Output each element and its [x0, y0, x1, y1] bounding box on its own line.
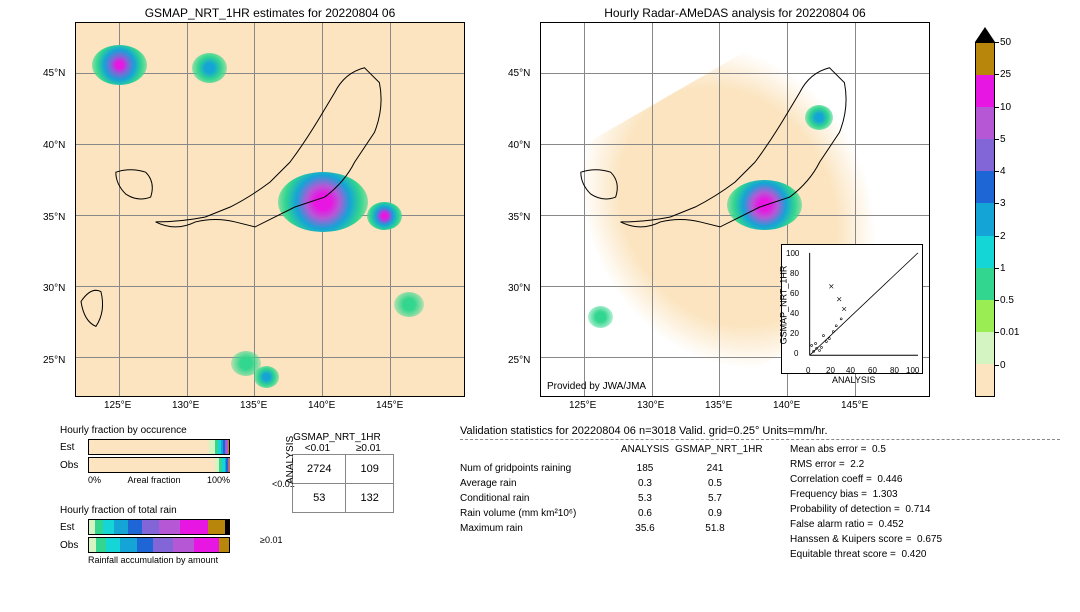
stat-val-analysis: 35.6 — [615, 523, 675, 534]
map2-ylabel-4: 25°N — [508, 355, 530, 366]
map1-xlabel-1: 130°E — [172, 400, 199, 411]
map1-xlabel-4: 145°E — [376, 400, 403, 411]
colorbar-tick: 50 — [1000, 37, 1011, 48]
colorbar-tick: 1 — [1000, 263, 1006, 274]
bar-label: Obs — [60, 540, 88, 551]
map1-ylabel-4: 25°N — [43, 355, 65, 366]
colorbar-tick: 5 — [1000, 134, 1006, 145]
stat-val-gsmap: 51.8 — [675, 523, 755, 534]
stat-val-gsmap: 241 — [675, 463, 755, 474]
colorbar-tick: 4 — [1000, 166, 1006, 177]
colorbar: 502510543210.50.010 — [975, 42, 995, 397]
stats-title: Validation statistics for 20220804 06 n=… — [460, 425, 1060, 437]
stats-panel: Validation statistics for 20220804 06 n=… — [460, 425, 1060, 560]
map1-ylabel-3: 30°N — [43, 283, 65, 294]
stat-metric-value: 0.714 — [905, 504, 930, 515]
contingency-row-axis: ANALYSIS — [231, 472, 301, 484]
map2-xlabel-4: 145°E — [841, 400, 868, 411]
stat-metric-value: 2.2 — [850, 459, 864, 470]
stats-header-gsmap: GSMAP_NRT_1HR — [675, 444, 755, 455]
colorbar-tick: 0 — [1000, 360, 1006, 371]
stat-val-analysis: 0.6 — [615, 508, 675, 519]
colorbar-tick: 2 — [1000, 231, 1006, 242]
stat-metric-label: Equitable threat score = — [790, 549, 896, 560]
contingency-col2: ≥0.01 — [343, 443, 394, 454]
scatter-xlabel: ANALYSIS — [832, 375, 875, 385]
stat-val-gsmap: 0.9 — [675, 508, 755, 519]
stat-label: Conditional rain — [460, 493, 615, 504]
stat-metric-value: 0.420 — [901, 549, 926, 560]
contingency-col1: <0.01 — [292, 443, 343, 454]
stat-metric-value: 0.446 — [877, 474, 902, 485]
stat-val-analysis: 5.3 — [615, 493, 675, 504]
total-rain-panel: Hourly fraction of total rain Est Obs Rai… — [60, 505, 230, 565]
map1-ylabel-0: 45°N — [43, 68, 65, 79]
bar-label: Est — [60, 522, 88, 533]
stat-metric-value: 0.675 — [917, 534, 942, 545]
stat-val-analysis: 185 — [615, 463, 675, 474]
map1-ylabel-2: 35°N — [43, 212, 65, 223]
colorbar-tick: 3 — [1000, 198, 1006, 209]
stat-metric-label: False alarm ratio = — [790, 519, 873, 530]
occ-axis-left: 0% — [88, 475, 101, 485]
map1-xlabel-3: 140°E — [308, 400, 335, 411]
map2-xlabel-3: 140°E — [773, 400, 800, 411]
map2-title: Hourly Radar-AMeDAS analysis for 2022080… — [540, 6, 930, 20]
stats-header-analysis: ANALYSIS — [615, 444, 675, 455]
contingency-cell: 132 — [346, 484, 393, 513]
stat-metric-label: Probability of detection = — [790, 504, 900, 515]
stat-label: Average rain — [460, 478, 615, 489]
map1-title: GSMAP_NRT_1HR estimates for 20220804 06 — [75, 6, 465, 20]
occ-axis-right: 100% — [207, 475, 230, 485]
stat-val-analysis: 0.3 — [615, 478, 675, 489]
occ-axis-mid: Areal fraction — [127, 475, 180, 485]
stat-label: Num of gridpoints raining — [460, 463, 615, 474]
map2-ylabel-3: 30°N — [508, 283, 530, 294]
contingency-header: GSMAP_NRT_1HR — [280, 432, 394, 443]
stat-metric-label: RMS error = — [790, 459, 845, 470]
map1-panel — [75, 22, 465, 397]
map1-xlabel-0: 125°E — [104, 400, 131, 411]
map2-xlabel-0: 125°E — [569, 400, 596, 411]
stat-metric-label: Frequency bias = — [790, 489, 867, 500]
total-rain-footer: Rainfall accumulation by amount — [88, 555, 230, 565]
stat-metric-label: Correlation coeff = — [790, 474, 872, 485]
occurrence-panel: Hourly fraction by occurence Est Obs 0% A… — [60, 425, 230, 485]
stat-metric-label: Mean abs error = — [790, 444, 866, 455]
colorbar-tick: 0.01 — [1000, 327, 1019, 338]
total-rain-title: Hourly fraction of total rain — [60, 505, 230, 516]
stat-val-gsmap: 0.5 — [675, 478, 755, 489]
bar-label: Obs — [60, 460, 88, 471]
contingency-table: GSMAP_NRT_1HR ANALYSIS <0.01 ≥0.01 <0.01… — [260, 432, 394, 513]
map2-panel: Provided by JWA/JMA ANALYSIS GSMAP_NRT_1… — [540, 22, 930, 397]
map1-ylabel-1: 40°N — [43, 140, 65, 151]
stat-label: Rain volume (mm km²10⁶) — [460, 508, 615, 519]
map2-ylabel-1: 40°N — [508, 140, 530, 151]
colorbar-tick: 25 — [1000, 69, 1011, 80]
contingency-row2: ≥0.01 — [260, 535, 285, 545]
map2-ylabel-0: 45°N — [508, 68, 530, 79]
map2-ylabel-2: 35°N — [508, 212, 530, 223]
scatter-ylabel: GSMAP_NRT_1HR — [778, 266, 788, 345]
scatter-inset: ANALYSIS GSMAP_NRT_1HR 0 20 40 60 80 100… — [781, 244, 923, 374]
contingency-cell: 109 — [346, 455, 393, 484]
stat-metric-value: 0.452 — [879, 519, 904, 530]
stat-val-gsmap: 5.7 — [675, 493, 755, 504]
stat-label: Maximum rain — [460, 523, 615, 534]
occurrence-title: Hourly fraction by occurence — [60, 425, 230, 436]
stat-metric-value: 0.5 — [872, 444, 886, 455]
map2-xlabel-2: 135°E — [705, 400, 732, 411]
map2-attribution: Provided by JWA/JMA — [547, 381, 646, 392]
map1-xlabel-2: 135°E — [240, 400, 267, 411]
stat-metric-label: Hanssen & Kuipers score = — [790, 534, 911, 545]
contingency-cell: 53 — [293, 484, 346, 513]
colorbar-tick: 10 — [1000, 102, 1011, 113]
colorbar-tick: 0.5 — [1000, 295, 1014, 306]
bar-label: Est — [60, 442, 88, 453]
stat-metric-value: 1.303 — [873, 489, 898, 500]
map2-xlabel-1: 130°E — [637, 400, 664, 411]
